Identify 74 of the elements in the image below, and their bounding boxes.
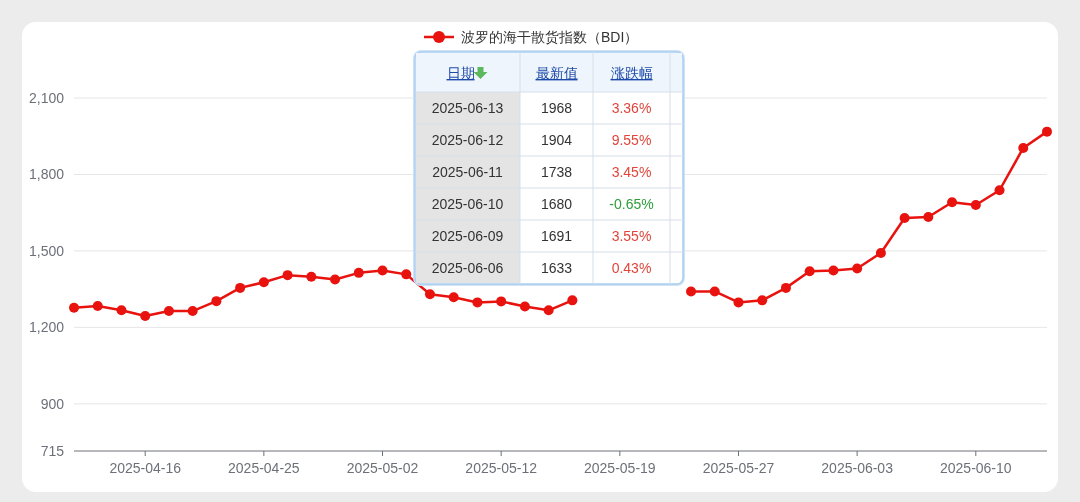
x-tick-label: 2025-05-02 [346,460,419,476]
point [780,282,791,293]
point [852,263,863,274]
point [401,269,412,280]
point [353,267,364,278]
point [140,310,151,321]
point [899,213,910,224]
point [424,289,435,300]
point [804,266,815,277]
point [686,286,697,297]
point [875,247,886,258]
x-tick-label: 2025-04-25 [228,460,300,476]
point [709,286,720,297]
point [1018,142,1029,153]
point [923,212,934,223]
x-tick-label: 2025-05-12 [465,460,538,476]
text: 1633 [540,260,573,276]
point [235,282,246,293]
y-tick-label: 900 [40,395,65,412]
point [211,296,222,307]
x-tick-label: 2025-05-19 [584,460,656,476]
x-tick-label: 2025-05-27 [702,460,775,476]
point [187,306,198,317]
text: 1738 [540,164,573,180]
point [757,295,768,306]
text: 2025-06-12 [431,132,504,148]
point [448,292,459,303]
text: 2025-06-11 [432,164,503,180]
y-tick-label: 1,500 [28,242,65,259]
text: 2025-06-10 [431,196,504,212]
point [472,297,483,308]
x-tick-label: 2025-04-16 [109,460,182,476]
point [330,274,341,285]
text: 1904 [540,132,573,148]
text: 3.45% [611,164,652,180]
text: 1680 [540,196,573,212]
point [496,296,507,307]
text: 0.43% [611,260,652,276]
point [828,265,839,276]
x-tick-label: 2025-06-10 [939,460,1012,476]
text: 3.36% [611,100,652,116]
text: 1968 [540,100,573,116]
point [947,197,958,208]
text: 9.55% [611,132,652,148]
point [733,297,744,308]
point [1042,126,1052,137]
category-label: 最新值 [535,65,578,81]
y-tick-label: 1,800 [28,166,65,183]
point [92,300,103,311]
point [970,200,981,211]
point [994,185,1005,196]
point [377,265,388,276]
point [543,305,554,316]
point [116,305,127,316]
text: 2025-06-09 [431,228,504,244]
point [519,301,530,312]
text: 2025-06-06 [431,260,504,276]
category-label: 涨跌幅 [610,65,653,81]
text: 2025-06-13 [431,100,504,116]
point [163,306,174,317]
text: 3.55% [611,228,652,244]
legend-label: 波罗的海干散货指数（BDI） [461,29,639,45]
y-tick-label: 2,100 [28,90,65,106]
text: -0.65% [609,196,654,212]
point [306,271,317,282]
point [282,270,293,281]
x-tick-label: 2025-06-03 [821,460,894,476]
point [567,295,578,306]
category-label: 日期 [446,65,475,81]
y-tick-label: 715 [40,443,65,459]
point [258,277,269,288]
text: 1691 [540,228,573,244]
y-tick-label: 1,200 [28,319,65,336]
point [69,302,79,313]
